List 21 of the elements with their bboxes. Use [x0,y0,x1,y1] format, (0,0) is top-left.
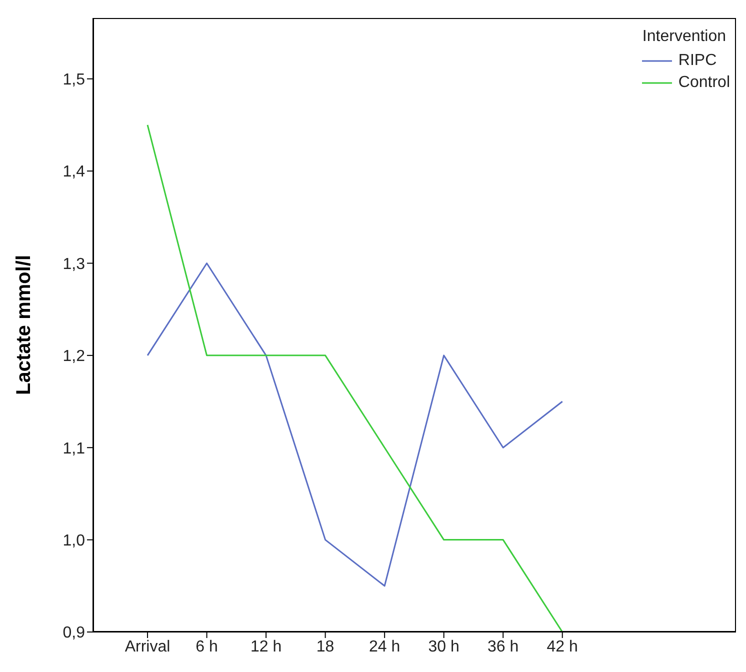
x-tick-label: Arrival [124,638,170,656]
x-tick-label: 42 h [546,638,578,656]
x-tick-label: 18 [316,638,334,656]
x-tick-label: 24 h [369,638,400,656]
y-tick-label: 1,1 [62,440,86,458]
x-tick-label: 6 h [196,638,218,656]
legend-label: RIPC [678,52,717,70]
legend-title: Intervention [642,28,728,46]
y-tick-label: 1,4 [62,164,86,181]
y-axis-title: Lactate mmol/l [13,254,36,396]
line-series [146,124,564,632]
y-tick-label: 0,9 [62,624,86,642]
x-tick-label: 36 h [488,638,519,656]
y-tick-label: 1,3 [62,256,86,273]
legend-label: Control [678,74,730,92]
x-tick-label: 12 h [250,638,282,656]
x-tick-label: 30 h [428,638,460,656]
y-tick-label: 1,0 [62,532,86,550]
line-series [146,262,564,587]
y-tick-label: 1,2 [62,348,86,366]
y-tick-label: 1,5 [62,72,86,89]
